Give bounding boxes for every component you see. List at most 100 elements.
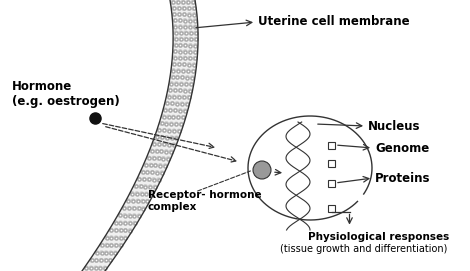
Circle shape [179,25,182,28]
Circle shape [173,56,177,60]
Circle shape [183,89,187,92]
Circle shape [172,7,176,10]
Circle shape [165,136,169,139]
Circle shape [184,44,187,47]
Circle shape [167,143,171,146]
FancyBboxPatch shape [328,205,335,211]
Circle shape [253,161,271,179]
Circle shape [184,25,187,28]
Circle shape [181,1,185,4]
Circle shape [194,25,197,29]
Circle shape [133,214,136,218]
Circle shape [94,259,98,262]
Circle shape [103,266,107,270]
Circle shape [191,1,195,4]
Circle shape [183,13,186,16]
Circle shape [163,129,166,132]
Circle shape [187,7,190,10]
Circle shape [188,44,192,47]
Circle shape [183,109,187,112]
Text: Proteins: Proteins [375,172,431,185]
Circle shape [128,221,132,225]
Circle shape [130,192,134,195]
Circle shape [171,75,174,79]
Circle shape [174,43,177,47]
Circle shape [128,214,132,217]
Circle shape [146,170,149,174]
Circle shape [134,185,138,188]
Circle shape [192,7,196,10]
Circle shape [170,136,173,140]
Circle shape [114,221,118,225]
Text: Hormone
(e.g. oestrogen): Hormone (e.g. oestrogen) [12,80,120,108]
Circle shape [174,31,177,34]
Circle shape [187,69,190,73]
Circle shape [123,214,126,217]
Circle shape [118,214,122,217]
Circle shape [179,50,182,53]
Text: Uterine cell membrane: Uterine cell membrane [258,15,410,28]
Circle shape [167,129,171,133]
Circle shape [153,142,156,146]
Polygon shape [82,0,198,271]
Circle shape [157,128,161,132]
Circle shape [150,149,154,153]
Circle shape [189,82,193,86]
Circle shape [191,69,195,73]
Circle shape [90,259,94,262]
Circle shape [189,31,192,35]
Circle shape [194,37,197,41]
Circle shape [188,63,191,66]
Circle shape [126,199,130,202]
Circle shape [119,228,123,232]
Circle shape [165,101,169,105]
Circle shape [149,163,152,167]
Circle shape [172,12,176,16]
Circle shape [119,236,123,240]
Circle shape [175,136,178,140]
FancyBboxPatch shape [328,160,335,166]
Circle shape [140,192,143,196]
Circle shape [124,221,127,225]
Circle shape [179,31,182,35]
Circle shape [182,95,185,99]
Circle shape [157,157,160,160]
Circle shape [189,37,192,41]
Circle shape [181,69,185,73]
Circle shape [149,192,153,196]
Circle shape [173,109,177,112]
Circle shape [171,1,175,4]
Circle shape [179,43,182,47]
Circle shape [141,207,145,210]
Circle shape [135,192,139,195]
Circle shape [137,177,141,181]
Circle shape [180,82,183,86]
Circle shape [184,37,188,41]
Circle shape [160,122,164,125]
Circle shape [193,13,196,16]
Circle shape [174,37,177,41]
Circle shape [180,122,183,126]
FancyBboxPatch shape [328,141,335,149]
Text: (tissue growth and differentiation): (tissue growth and differentiation) [280,244,447,254]
Circle shape [172,69,175,72]
Circle shape [183,50,187,53]
Circle shape [144,163,148,167]
Circle shape [193,50,197,54]
Circle shape [177,63,181,66]
Circle shape [166,157,170,160]
Circle shape [141,199,144,203]
Circle shape [100,243,104,247]
Circle shape [178,89,182,92]
Text: Nucleus: Nucleus [368,120,421,133]
Circle shape [188,56,192,60]
Circle shape [182,63,186,66]
Circle shape [152,178,156,182]
Circle shape [178,19,182,22]
Circle shape [95,251,99,254]
Circle shape [194,31,197,35]
Circle shape [181,116,185,119]
Circle shape [193,57,196,60]
Circle shape [169,108,172,112]
Circle shape [114,244,118,247]
